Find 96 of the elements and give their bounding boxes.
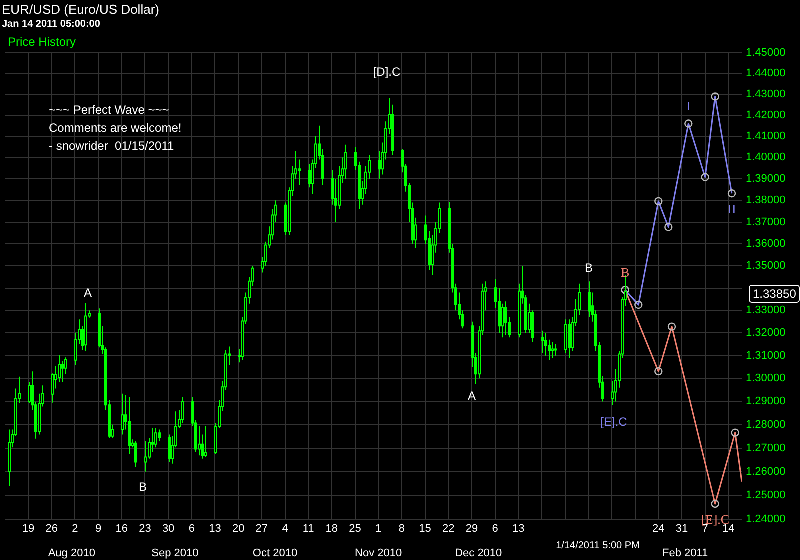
data-label: B bbox=[620, 264, 630, 280]
annotation: [D].C bbox=[373, 65, 401, 79]
text: 1.33850 bbox=[749, 285, 800, 303]
x-tick-label: 9 bbox=[95, 523, 102, 536]
y-tick-label: 1.44000 bbox=[746, 68, 786, 80]
x-tick-label: 16 bbox=[116, 523, 128, 536]
annotation: ~~~ Perfect Wave ~~~ bbox=[49, 102, 170, 119]
chart-title: EUR/USD (Euro/US Dollar) bbox=[2, 2, 160, 17]
y-tick-label: 1.28000 bbox=[746, 418, 786, 431]
y-tick-label: 1.33000 bbox=[746, 304, 786, 317]
candlestick bbox=[554, 344, 557, 356]
candlestick bbox=[344, 144, 347, 180]
x2-tick-label: Nov 2010 bbox=[355, 547, 402, 560]
x-tick-label: 31 bbox=[676, 523, 688, 536]
x-tick-label: 23 bbox=[139, 523, 152, 536]
text: 1/14/2011 5:00 PM bbox=[552, 540, 644, 552]
annotation: B bbox=[584, 261, 594, 275]
candlestick bbox=[548, 339, 551, 361]
candlestick bbox=[378, 150, 381, 180]
y-tick-label: 1.32000 bbox=[746, 327, 786, 340]
x-tick-label: 14 bbox=[722, 523, 735, 536]
candlestick bbox=[134, 440, 137, 468]
candlestick bbox=[181, 396, 184, 424]
y-tick-label: 1.29000 bbox=[746, 396, 786, 408]
x-tick-label: 8 bbox=[398, 523, 405, 536]
annotation: A bbox=[84, 286, 92, 300]
y-tick-label: 1.30000 bbox=[746, 372, 786, 385]
y-tick-label: 1.38000 bbox=[746, 194, 786, 207]
x-tick-label: 6 bbox=[188, 523, 195, 536]
x-tick-label: 20 bbox=[232, 523, 245, 536]
x-tick-label: 13 bbox=[209, 523, 222, 536]
candlestick bbox=[501, 303, 504, 338]
candlestick bbox=[588, 281, 591, 318]
x-tick-label: 19 bbox=[22, 523, 35, 536]
candlestick bbox=[198, 426, 201, 456]
candlestick bbox=[58, 354, 61, 383]
x-tick-label: 13 bbox=[512, 523, 525, 536]
y-tick-label: 1.43000 bbox=[746, 88, 786, 100]
x-tick-label: 24 bbox=[652, 523, 665, 536]
candlestick bbox=[168, 434, 171, 463]
x-tick-label: 25 bbox=[349, 523, 362, 536]
annotation: [E].C bbox=[600, 415, 628, 429]
text: Price History bbox=[8, 35, 76, 49]
y-tick-label: 1.42000 bbox=[746, 109, 786, 122]
x-tick-label: 30 bbox=[162, 523, 175, 536]
candlestick bbox=[544, 332, 547, 356]
data-label: I bbox=[686, 98, 691, 114]
x-tick-label: 11 bbox=[302, 523, 314, 536]
x2-tick-label: Aug 2010 bbox=[48, 547, 96, 560]
candlestick bbox=[74, 332, 77, 366]
x-tick-label: 6 bbox=[492, 523, 498, 536]
x2-tick-label: Sep 2010 bbox=[152, 547, 199, 560]
candlestick bbox=[568, 319, 571, 359]
candlestick bbox=[158, 429, 161, 442]
candlestick bbox=[121, 393, 124, 436]
y-tick-label: 1.24000 bbox=[746, 514, 786, 526]
data-label: II bbox=[728, 202, 736, 217]
candlestick bbox=[204, 426, 207, 458]
y-tick-label: 1.39000 bbox=[746, 173, 786, 186]
x-tick-label: 1 bbox=[376, 523, 382, 536]
x2-tick-label: Feb 2011 bbox=[662, 547, 708, 560]
chart-subtitle: Jan 14 2011 05:00:00 bbox=[2, 19, 100, 30]
y-tick-label: 1.36000 bbox=[746, 238, 786, 250]
y-tick-label: 1.45000 bbox=[746, 47, 786, 60]
y-tick-label: 1.41000 bbox=[746, 130, 786, 142]
candlestick bbox=[551, 342, 554, 359]
y-tick-label: 1.26000 bbox=[746, 466, 786, 478]
y-tick-label: 1.40000 bbox=[746, 152, 786, 164]
x-tick-label: 27 bbox=[256, 523, 268, 536]
x-tick-label: 29 bbox=[466, 523, 478, 536]
candlestick bbox=[504, 301, 507, 336]
candlestick bbox=[154, 428, 157, 448]
y-tick-label: 1.35000 bbox=[746, 260, 786, 272]
x2-tick-label: Oct 2010 bbox=[252, 547, 298, 560]
candlestick bbox=[144, 440, 147, 472]
candlestick bbox=[541, 330, 544, 354]
candlestick bbox=[28, 382, 31, 404]
annotation: - snowrider 01/15/2011 bbox=[49, 138, 176, 155]
y-tick-label: 1.37000 bbox=[746, 216, 786, 228]
y-tick-label: 1.25000 bbox=[746, 490, 786, 502]
x-tick-label: 22 bbox=[442, 523, 455, 536]
annotation: Comments are welcome! bbox=[49, 120, 182, 137]
x-tick-label: 2 bbox=[72, 523, 78, 536]
candlestick bbox=[308, 164, 311, 188]
candlestick bbox=[151, 428, 154, 454]
annotation: B bbox=[138, 480, 148, 494]
x2-tick-label: Dec 2010 bbox=[455, 547, 502, 560]
x-tick-label: 26 bbox=[46, 523, 58, 536]
candlestick bbox=[61, 360, 64, 383]
y-tick-label: 1.27000 bbox=[746, 442, 786, 454]
candlestick bbox=[298, 159, 301, 186]
x-tick-label: 15 bbox=[419, 523, 432, 536]
x-tick-label: 4 bbox=[282, 523, 288, 536]
y-tick-label: 1.31000 bbox=[746, 350, 786, 362]
annotation: A bbox=[468, 389, 476, 403]
x-tick-label: 18 bbox=[326, 523, 338, 536]
